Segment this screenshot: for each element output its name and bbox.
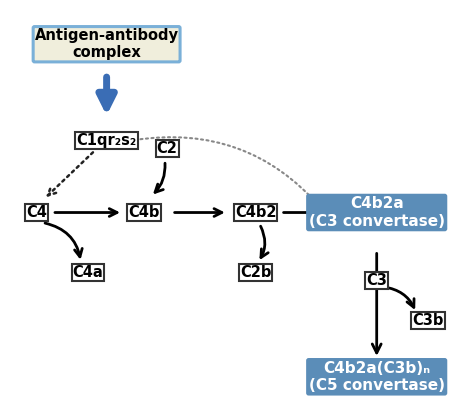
Text: C4b: C4b [128, 205, 160, 220]
Text: C4b2: C4b2 [235, 205, 276, 220]
Text: C4: C4 [27, 205, 47, 220]
Text: Antigen-antibody
complex: Antigen-antibody complex [35, 28, 179, 61]
Text: C3b: C3b [412, 313, 444, 328]
Text: C1qr₂s₂: C1qr₂s₂ [76, 133, 137, 148]
Text: C2: C2 [157, 141, 178, 156]
Text: C4b2a(C3b)ₙ
(C5 convertase): C4b2a(C3b)ₙ (C5 convertase) [309, 361, 445, 393]
Text: C3: C3 [366, 273, 387, 288]
Text: C2b: C2b [240, 265, 271, 280]
Text: C4b2a
(C3 convertase): C4b2a (C3 convertase) [309, 196, 445, 229]
Text: C4a: C4a [73, 265, 103, 280]
